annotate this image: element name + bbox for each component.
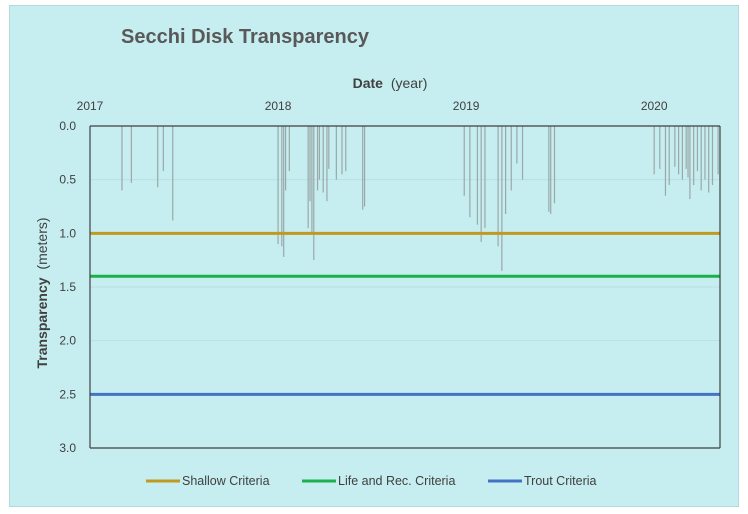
x-axis-title-main: Date	[353, 75, 384, 91]
legend-label: Shallow Criteria	[182, 474, 270, 488]
x-tick-label: 2017	[77, 99, 104, 113]
y-tick-label: 2.0	[59, 334, 76, 348]
y-tick-labels: 0.0 0.5 1.0 1.5 2.0 2.5 3.0	[59, 119, 76, 455]
x-tick-labels: 2017 2018 2019 2020	[77, 99, 668, 113]
legend-label: Life and Rec. Criteria	[338, 474, 455, 488]
x-axis-title: Date (year)	[353, 75, 428, 91]
y-tick-label: 1.5	[59, 280, 76, 294]
secchi-transparency-chart: Secchi Disk Transparency Date (year) Tra…	[34, 26, 721, 488]
y-axis-title-unit: (meters)	[34, 217, 50, 269]
y-tick-label: 3.0	[59, 441, 76, 455]
chart-title: Secchi Disk Transparency	[121, 26, 370, 48]
axes	[89, 125, 721, 449]
chart-container: Secchi Disk Transparency Date (year) Tra…	[9, 5, 739, 507]
x-tick-label: 2020	[641, 99, 668, 113]
x-tick-label: 2019	[453, 99, 480, 113]
y-axis-title: Transparency (meters)	[34, 217, 50, 368]
y-tick-label: 0.0	[59, 119, 76, 133]
y-axis-title-main: Transparency	[34, 277, 50, 368]
legend: Shallow Criteria Life and Rec. Criteria Tr…	[146, 474, 597, 488]
y-tick-label: 2.5	[59, 387, 76, 401]
legend-label: Trout Criteria	[524, 474, 597, 488]
y-tick-label: 0.5	[59, 173, 76, 187]
criteria-lines	[90, 231, 720, 396]
data-bars	[121, 126, 719, 271]
y-tick-label: 1.0	[59, 226, 76, 240]
x-axis-title-unit: (year)	[391, 75, 428, 91]
gridlines	[90, 179, 720, 395]
x-tick-label: 2018	[265, 99, 292, 113]
